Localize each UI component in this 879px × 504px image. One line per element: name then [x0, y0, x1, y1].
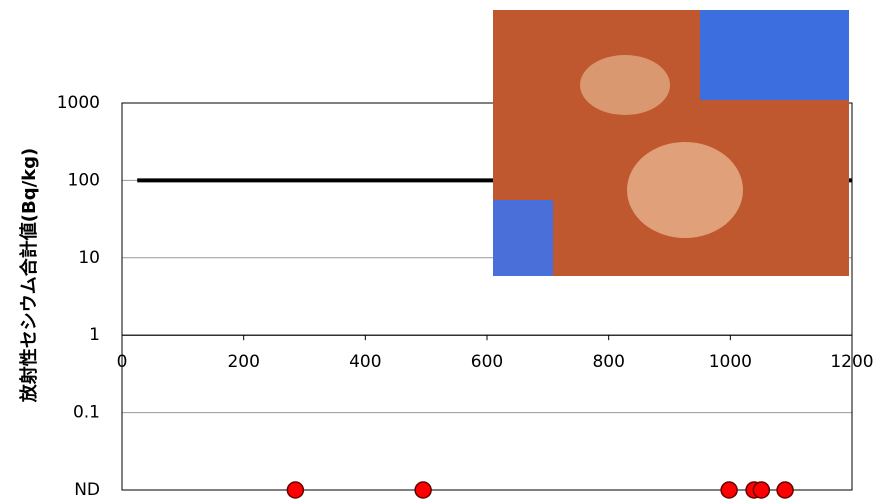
x-tick-label: 1000: [709, 352, 752, 372]
x-tick-label: 400: [349, 352, 381, 372]
x-tick-label: 800: [592, 352, 624, 372]
y-axis-label: 放射性セシウム合計値(Bq/kg): [18, 148, 40, 404]
y-tick-label: 0.1: [73, 403, 100, 423]
photo-basket: [493, 200, 553, 276]
x-tick-label: 0: [117, 352, 128, 372]
data-point: [776, 481, 794, 499]
plot-frame: [121, 102, 853, 491]
x-tick-label: 1200: [830, 352, 873, 372]
y-tick-label: ND: [74, 480, 100, 500]
photo-crab: [580, 55, 670, 115]
data-point: [752, 481, 771, 499]
data-point: [414, 481, 432, 499]
photo-crab: [627, 142, 743, 238]
y-tick-label: 1: [89, 325, 100, 345]
y-tick-label: 1000: [57, 93, 100, 113]
x-tick-label: 600: [471, 352, 503, 372]
crab-photo: [493, 10, 849, 276]
y-tick-label: 10: [78, 248, 100, 268]
data-point: [286, 481, 305, 499]
x-tick-label: 200: [227, 352, 259, 372]
y-tick-label: 100: [68, 170, 100, 190]
photo-basket: [700, 10, 849, 100]
data-point: [720, 481, 738, 499]
